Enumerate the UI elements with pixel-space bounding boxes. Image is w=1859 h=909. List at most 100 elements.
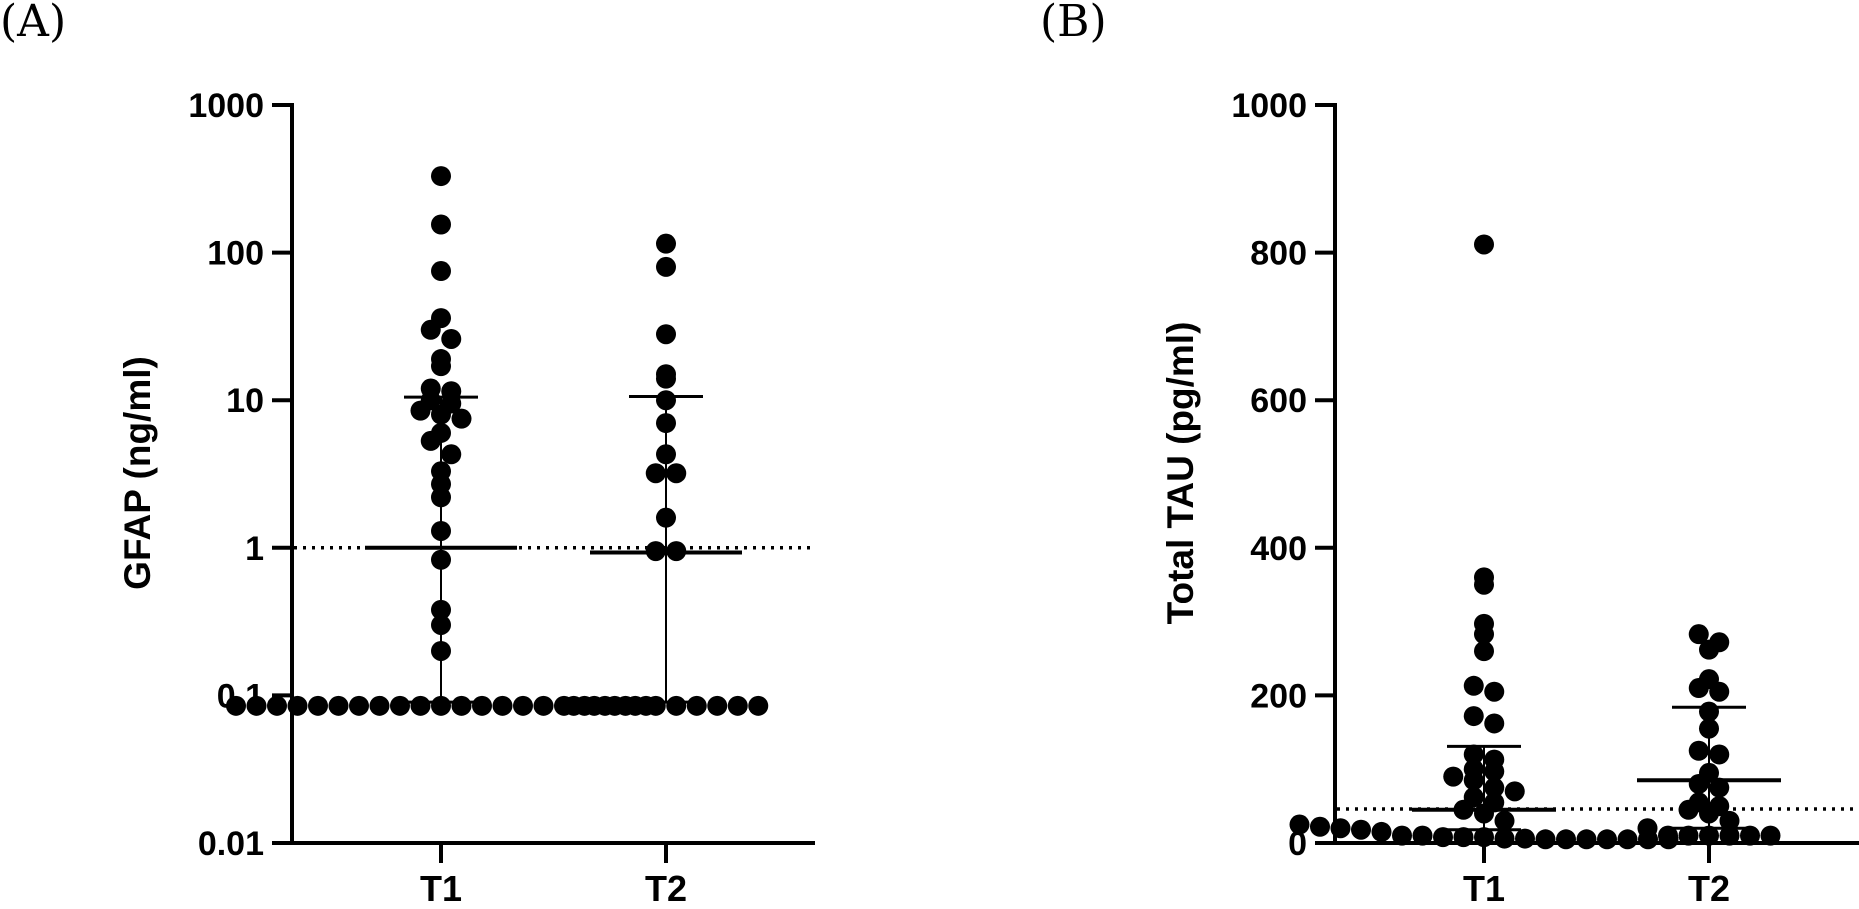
data-point [1474, 624, 1494, 645]
series-t2 [1637, 624, 1781, 846]
data-point [431, 214, 451, 235]
data-point [226, 695, 246, 716]
data-point [267, 695, 287, 716]
data-point [1310, 816, 1330, 837]
data-point [1719, 825, 1740, 846]
data-point [1474, 234, 1494, 255]
panel-b-yticks: 0 200 400 600 800 1000 [1231, 87, 1335, 863]
data-point [431, 166, 451, 187]
data-point [1463, 744, 1484, 765]
data-point [441, 444, 462, 465]
series-t2 [563, 233, 769, 716]
data-point [1688, 624, 1709, 645]
data-point [1678, 799, 1699, 820]
data-point [563, 695, 584, 716]
data-point [1699, 825, 1719, 846]
data-point [707, 695, 728, 716]
data-point [1463, 675, 1484, 696]
data-point [645, 463, 666, 484]
data-point [420, 430, 441, 451]
data-point [1371, 821, 1392, 842]
data-point [1576, 829, 1597, 850]
y-tick-label: 1000 [1231, 87, 1307, 125]
y-tick-label: 0 [1288, 825, 1307, 863]
data-point [1443, 766, 1464, 787]
data-point [1515, 828, 1535, 849]
data-point [1494, 810, 1515, 831]
y-tick-label: 1000 [188, 87, 264, 125]
data-point [1484, 777, 1505, 798]
data-point [390, 695, 410, 716]
data-point [1330, 818, 1351, 839]
y-tick-label: 200 [1250, 677, 1307, 715]
data-point [287, 695, 308, 716]
data-point [441, 328, 462, 349]
y-tick-label: 1 [245, 530, 264, 568]
data-point [1597, 829, 1617, 850]
data-point [1484, 713, 1505, 734]
data-point [431, 356, 451, 377]
y-tick-label: 0.01 [198, 825, 264, 863]
data-point [246, 695, 267, 716]
data-point [451, 408, 472, 429]
panel-b-plot [1289, 103, 1859, 850]
data-point [1688, 678, 1709, 699]
data-point [1289, 814, 1310, 835]
data-point [410, 400, 431, 421]
data-point [369, 695, 390, 716]
data-point [656, 256, 676, 277]
data-point [656, 324, 676, 345]
panel-a-ylabel: GFAP (ng/ml) [117, 356, 158, 590]
data-point [1637, 818, 1658, 839]
data-point [1617, 829, 1638, 850]
data-point [1484, 761, 1505, 782]
data-point [1392, 825, 1412, 846]
data-point [686, 695, 707, 716]
data-point [748, 695, 769, 716]
data-point [1412, 825, 1433, 846]
x-tick-label: T1 [1463, 868, 1505, 909]
data-point [1678, 825, 1699, 846]
data-point [625, 695, 646, 716]
y-tick-label: 800 [1250, 235, 1307, 273]
x-tick-label: T2 [1688, 868, 1730, 909]
data-point [584, 695, 605, 716]
data-point [604, 695, 625, 716]
panel-a-plot [226, 103, 815, 845]
y-tick-label: 600 [1250, 382, 1307, 420]
data-point [1709, 777, 1730, 798]
data-point [1688, 773, 1709, 794]
data-point [1709, 681, 1730, 702]
panel-a-label: (A) [0, 0, 66, 47]
y-tick-label: 400 [1250, 530, 1307, 568]
data-point [420, 319, 441, 340]
data-point [1474, 641, 1494, 662]
data-point [1494, 828, 1515, 849]
panel-b: (B) Total TAU (pg/ml) 02004006008001000 … [1040, 0, 1859, 909]
data-point [492, 695, 513, 716]
data-point [1484, 681, 1505, 702]
data-point [533, 695, 554, 716]
y-tick-label: 100 [207, 235, 264, 273]
data-point [1463, 706, 1484, 727]
data-point [1556, 829, 1576, 850]
data-point [1463, 770, 1484, 791]
data-point [349, 695, 369, 716]
data-point [1535, 829, 1556, 850]
data-point [410, 695, 431, 716]
data-point [431, 261, 451, 282]
data-point [1688, 740, 1709, 761]
data-point [1760, 825, 1781, 846]
data-point [1709, 744, 1730, 765]
data-point [645, 695, 666, 716]
panel-b-label: (B) [1040, 0, 1107, 47]
data-point [1658, 825, 1678, 846]
data-point [1474, 827, 1494, 848]
data-point [656, 368, 676, 389]
data-point [472, 695, 492, 716]
y-tick-label: 10 [226, 382, 264, 420]
data-point [666, 695, 687, 716]
x-tick-label: T2 [645, 868, 687, 909]
